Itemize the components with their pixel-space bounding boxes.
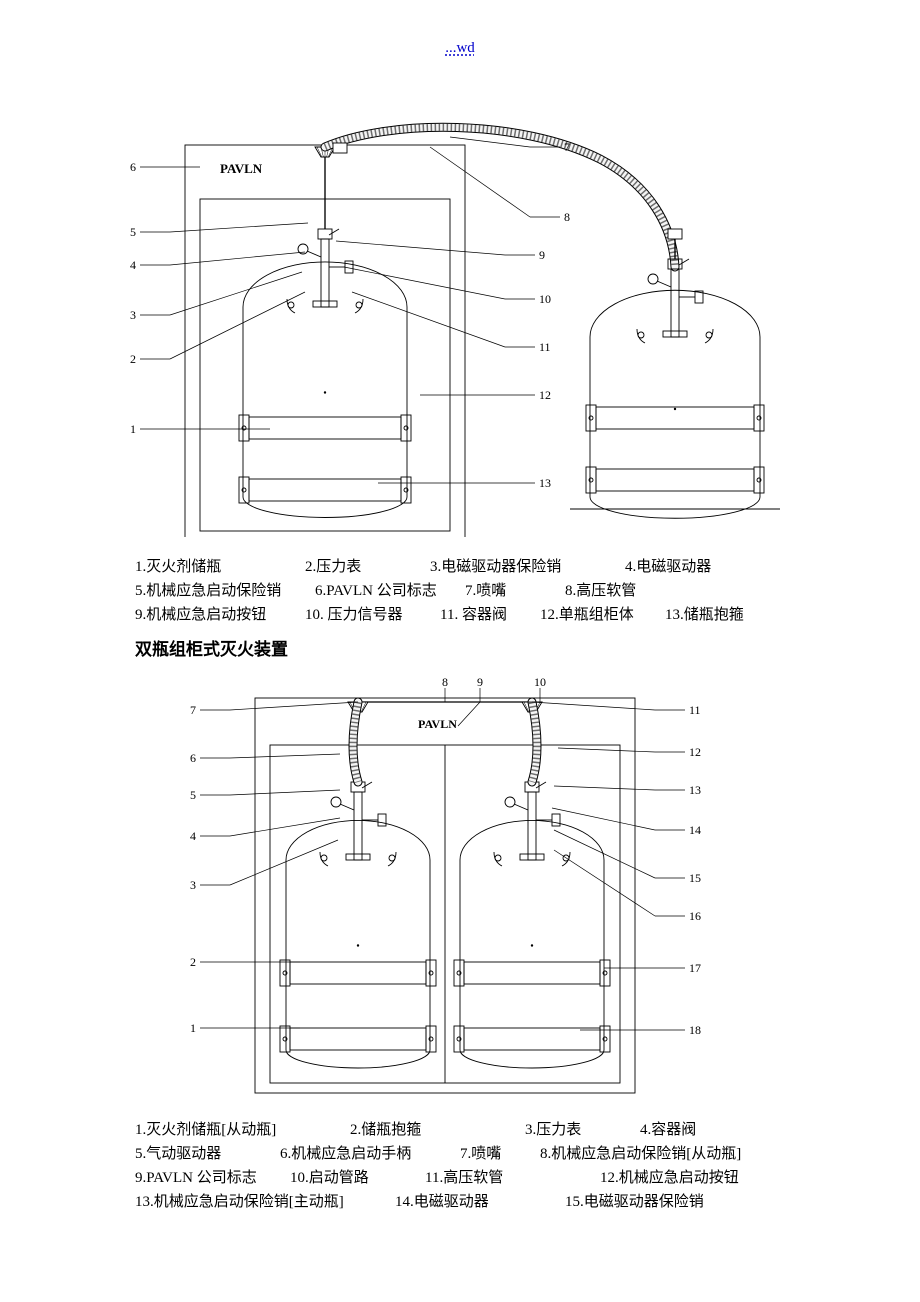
svg-text:5: 5 [190,788,196,802]
svg-text:7: 7 [190,703,196,717]
svg-text:2: 2 [130,352,136,366]
header-link[interactable]: ...wd [0,40,920,57]
legend-item: 11. 容器阀 [440,603,540,627]
legend-item: 2.压力表 [305,555,430,579]
legend-item: 15.电磁驱动器保险销 [565,1190,765,1214]
legend-item: 8.机械应急启动保险销[从动瓶] [540,1142,780,1166]
svg-text:12: 12 [689,745,701,759]
single-cylinder-diagram: PAVLN 6 5 4 3 2 1 7 8 9 10 11 12 13 [0,117,920,537]
legend-item: 10. 压力信号器 [305,603,440,627]
legend-item: 7.喷嘴 [460,1142,540,1166]
svg-text:7: 7 [564,140,570,154]
header-link-text: ...wd [445,40,475,56]
svg-text:13: 13 [539,476,551,490]
svg-text:14: 14 [689,823,701,837]
legend-item: 10.启动管路 [290,1166,425,1190]
legend-item: 13.储瓶抱箍 [665,603,775,627]
svg-text:4: 4 [130,258,136,272]
legend-item: 12.单瓶组柜体 [540,603,665,627]
svg-text:9: 9 [539,248,545,262]
svg-text:6: 6 [130,160,136,174]
svg-text:3: 3 [190,878,196,892]
legend-item: 13.机械应急启动保险销[主动瓶] [135,1190,395,1214]
svg-text:11: 11 [689,703,701,717]
legend-item: 3.压力表 [525,1118,640,1142]
svg-text:3: 3 [130,308,136,322]
legend-item: 12.机械应急启动按钮 [600,1166,780,1190]
legend-item: 3.电磁驱动器保险销 [430,555,625,579]
svg-text:PAVLN: PAVLN [220,161,263,176]
svg-text:5: 5 [130,225,136,239]
legend-item: 7.喷嘴 [465,579,565,603]
legend-item: 11.高压软管 [425,1166,600,1190]
legend-item: 9.机械应急启动按钮 [135,603,305,627]
svg-text:6: 6 [190,751,196,765]
legend-single: 1.灭火剂储瓶2.压力表3.电磁驱动器保险销4.电磁驱动器 5.机械应急启动保险销… [135,555,815,627]
svg-text:10: 10 [534,675,546,689]
svg-text:16: 16 [689,909,701,923]
svg-text:8: 8 [564,210,570,224]
section-title: 双瓶组柜式灭火装置 [135,635,920,660]
legend-item: 9.PAVLN 公司标志 [135,1166,290,1190]
svg-text:PAVLN: PAVLN [418,717,457,731]
legend-item: 1.灭火剂储瓶 [135,555,305,579]
svg-text:2: 2 [190,955,196,969]
svg-text:10: 10 [539,292,551,306]
legend-item: 8.高压软管 [565,579,715,603]
legend-item: 4.容器阀 [640,1118,760,1142]
legend-item: 4.电磁驱动器 [625,555,775,579]
legend-item: 2.储瓶抱箍 [350,1118,525,1142]
svg-text:18: 18 [689,1023,701,1037]
legend-item: 6.机械应急启动手柄 [280,1142,460,1166]
svg-text:17: 17 [689,961,701,975]
legend-item: 5.气动驱动器 [135,1142,280,1166]
svg-text:15: 15 [689,871,701,885]
svg-text:8: 8 [442,675,448,689]
svg-text:1: 1 [130,422,136,436]
svg-text:13: 13 [689,783,701,797]
legend-item: 1.灭火剂储瓶[从动瓶] [135,1118,350,1142]
legend-item: 6.PAVLN 公司标志 [315,579,465,603]
legend-double: 1.灭火剂储瓶[从动瓶]2.储瓶抱箍3.压力表4.容器阀 5.气动驱动器6.机械应… [135,1118,815,1214]
svg-text:11: 11 [539,340,551,354]
svg-text:9: 9 [477,675,483,689]
double-cylinder-diagram: PAVLN765432189101112131415161718 [0,670,920,1100]
legend-item: 14.电磁驱动器 [395,1190,565,1214]
svg-text:1: 1 [190,1021,196,1035]
legend-item: 5.机械应急启动保险销 [135,579,315,603]
svg-text:4: 4 [190,829,196,843]
svg-text:12: 12 [539,388,551,402]
